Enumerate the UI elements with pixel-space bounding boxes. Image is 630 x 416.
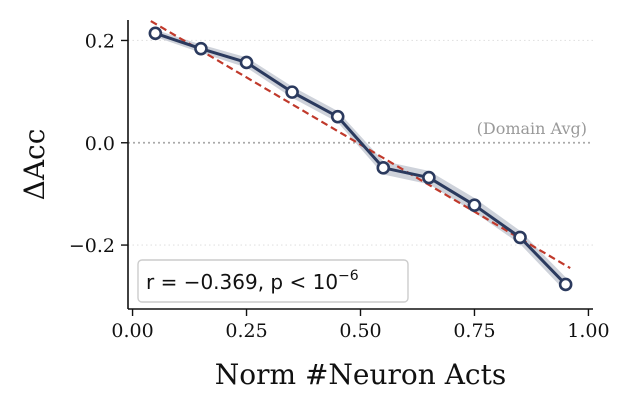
x-tick-label-1: 0.25 [225,320,267,342]
data-point-4 [330,109,345,124]
data-point-1 [194,41,208,56]
trendline [150,20,571,270]
y-tick-label-0: 0.2 [85,30,115,52]
stats-label-exponent: −6 [338,268,359,284]
y-tick-label-1: 0.0 [85,133,115,155]
data-point-6 [422,170,436,185]
y-ticks: 0.2 0.0 −0.2 [69,30,128,257]
reference-layer: (Domain Avg) [128,119,593,144]
trendline-layer [150,20,571,270]
confidence-band-layer [155,29,566,292]
x-tick-label-4: 1.00 [567,320,609,342]
x-tick-label-0: 0.00 [111,320,153,342]
x-tick-label-2: 0.50 [339,320,381,342]
domain-avg-label: (Domain Avg) [477,119,587,138]
data-point-9 [558,277,573,292]
series-layer [148,26,573,292]
y-tick-label-2: −0.2 [69,235,115,257]
stats-box: r = −0.369, p < 10−6 [137,259,409,303]
x-axis-title: Norm #Neuron Acts [215,358,506,391]
series-line [154,31,567,286]
data-point-3 [285,85,299,99]
data-point-5 [376,161,391,175]
confidence-band [155,29,566,292]
stats-label: r = −0.369, p < 10−6 [146,268,359,294]
data-point-7 [467,198,482,212]
data-point-8 [513,230,527,245]
data-point-0 [148,26,163,41]
x-tick-label-3: 0.75 [453,320,495,342]
data-point-2 [239,55,254,70]
y-axis-title: ΔAcc [18,129,51,201]
x-ticks: 0.00 0.25 0.50 0.75 1.00 [111,309,610,342]
stats-label-main: r = −0.369, p < 10 [146,270,338,294]
grid-layer [128,39,593,246]
stats-box-frame [137,259,409,303]
